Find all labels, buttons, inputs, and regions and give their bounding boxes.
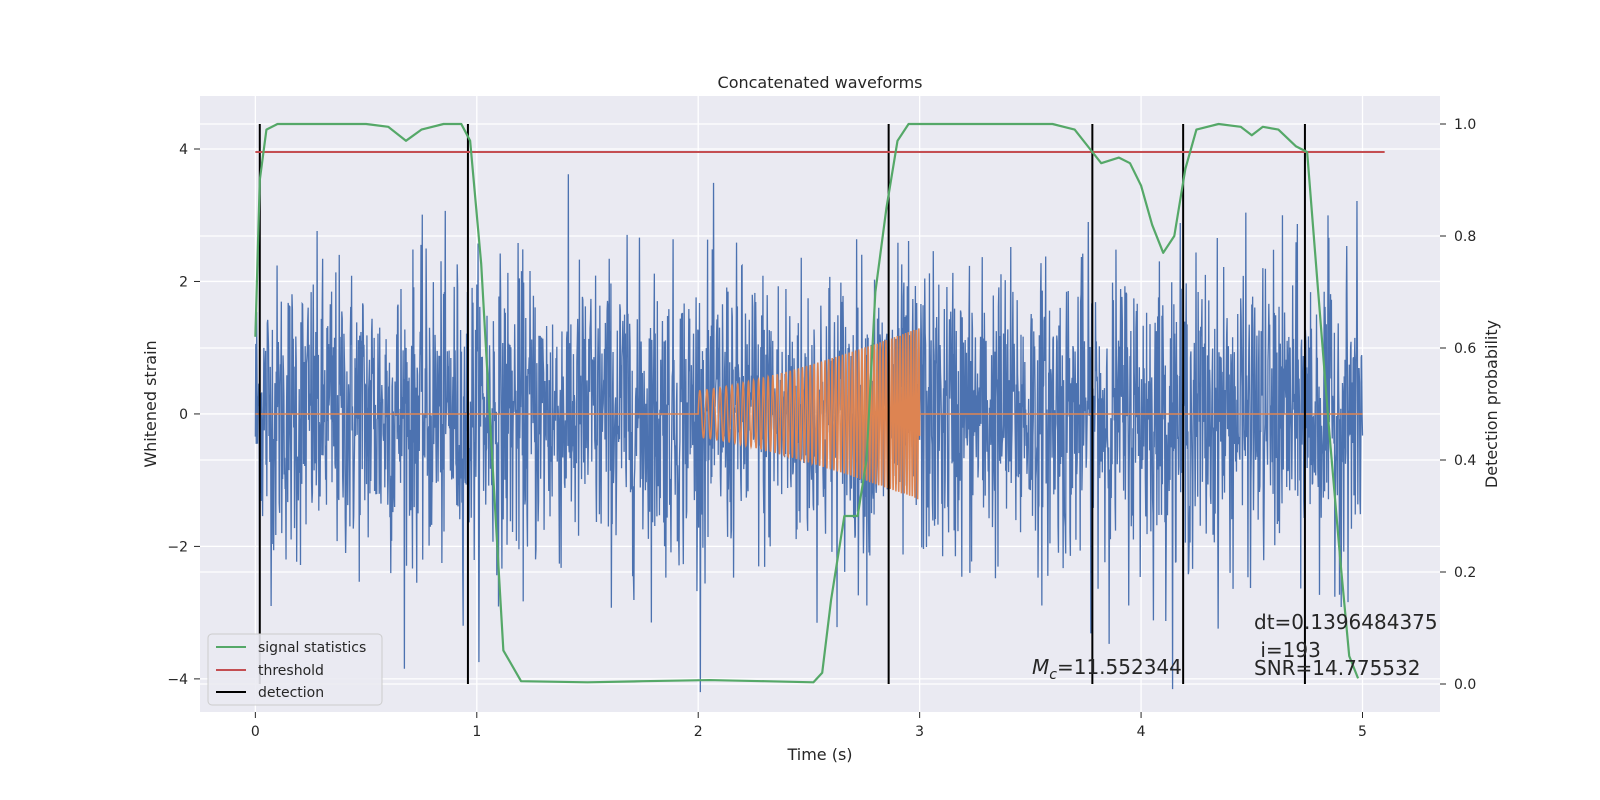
x-tick-label: 1 [472,724,481,740]
chart-title: Concatenated waveforms [718,73,923,92]
signal-statistics-series [254,122,1360,684]
legend: signal statistics threshold detection [207,633,383,706]
y-tick-label: 0 [179,407,188,423]
x-tick-label: 2 [694,724,703,740]
y-tick-label: 4 [179,142,188,158]
x-tick-label: 3 [915,724,924,740]
y-right-tick-label: 0.4 [1454,453,1476,469]
y-right-tick-label: 0.8 [1454,229,1476,245]
annotation-dt: dt=0.1396484375 [1254,610,1438,634]
annotation-chirp-mass: Mc=11.552344 [1032,655,1182,683]
x-axis-label: Time (s) [786,745,852,764]
x-tick-label: 0 [251,724,260,740]
x-tick-label: 5 [1358,724,1367,740]
y-axis-label: Whitened strain [141,340,160,467]
y-tick-label: −2 [167,539,188,555]
legend-label-signal-statistics: signal statistics [258,640,366,656]
y-tick-label: 2 [179,274,188,290]
y-right-tick-label: 0.0 [1454,677,1476,693]
detection-lines [258,124,1306,684]
signal-statistics-line [254,122,1360,684]
y-right-tick-label: 0.6 [1454,341,1476,357]
annotation-index: i=193 [1254,638,1321,662]
legend-label-threshold: threshold [258,663,324,679]
y-right-tick-label: 1.0 [1454,117,1476,133]
tick-labels: 0 1 2 3 4 5 −4 −2 0 2 4 0.0 0.2 0.4 0.6 0.8 1.0 [167,117,1476,740]
annotation-snr: SNR=14.775532 [1254,656,1420,680]
template-line [255,328,1363,500]
x-tick-label: 4 [1137,724,1146,740]
y-right-tick-label: 0.2 [1454,565,1476,581]
template-series [255,328,1363,500]
legend-box [207,633,383,706]
y-tick-label: −4 [167,672,188,688]
legend-label-detection: detection [258,685,324,701]
y-axis-label-right: Detection probability [1482,320,1501,488]
